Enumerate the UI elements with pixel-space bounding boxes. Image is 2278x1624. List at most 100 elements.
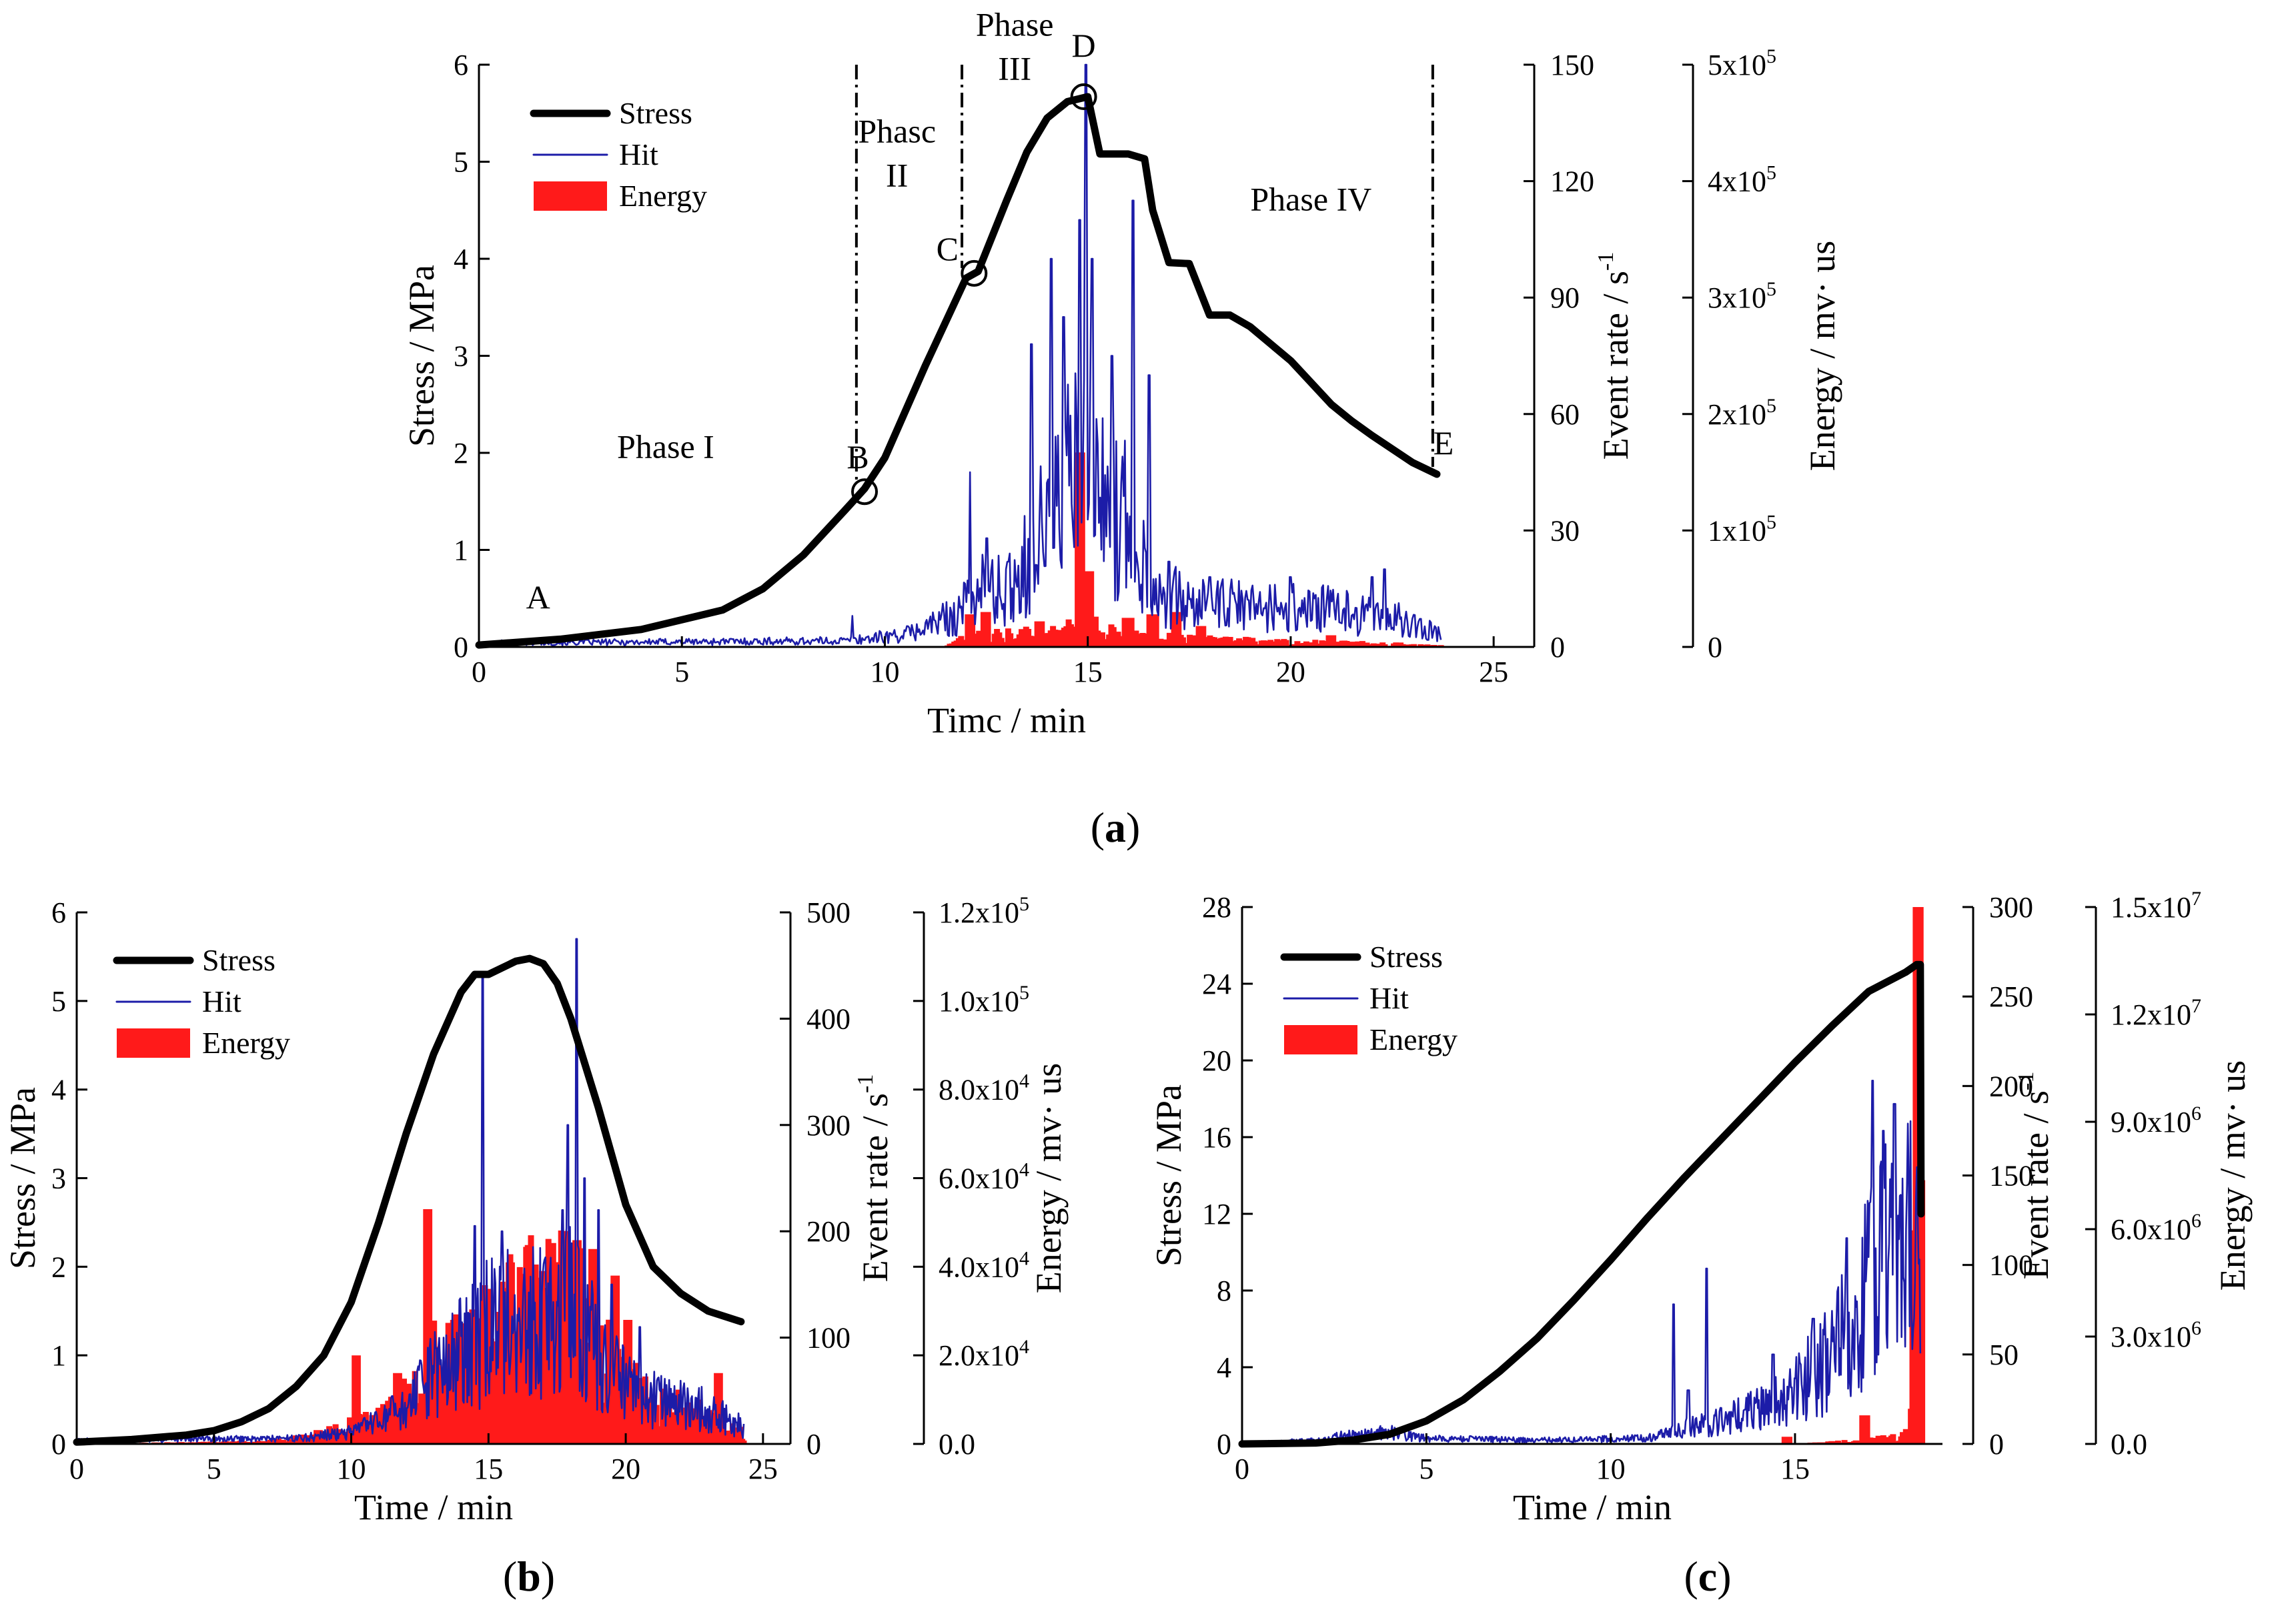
x-tick-label: 0 — [1235, 1453, 1249, 1485]
y2-tick-label: 150 — [1989, 1160, 2033, 1192]
y-tick-label: 12 — [1202, 1198, 1231, 1231]
y2-axis-title-text: Event rate / s — [855, 1093, 895, 1282]
y3-tick-label-mantissa: 3x10 — [1708, 281, 1766, 314]
y2-axis-title-exponent: -1 — [1594, 252, 1618, 271]
point-label: A — [526, 579, 550, 616]
y3-tick-label-mantissa: 1.5x10 — [2111, 891, 2191, 924]
y-tick-label: 5 — [454, 146, 468, 179]
phase-label: III — [998, 49, 1031, 87]
phase-label: Phase IV — [1250, 180, 1371, 217]
y2-tick-label: 300 — [806, 1109, 850, 1142]
x-tick-label: 10 — [337, 1453, 366, 1485]
y2-axis-title: Event rate / s-1 — [853, 1074, 895, 1283]
y-tick-label: 24 — [1202, 968, 1231, 1000]
point-label: E — [1434, 424, 1454, 462]
y2-axis-title-text: Event rate / s — [1596, 271, 1636, 460]
y3-tick-label-mantissa: 2.0x10 — [939, 1339, 1019, 1372]
y3-tick-label-mantissa: 6.0x10 — [939, 1162, 1019, 1195]
point-marker — [961, 259, 988, 287]
hit-series-line — [498, 63, 1442, 647]
y3-tick-label-exponent: 5 — [1766, 162, 1776, 184]
point-label: C — [937, 230, 959, 267]
y3-tick-label: 1.2x105 — [939, 893, 1029, 929]
y2-tick-label: 200 — [1989, 1070, 2033, 1102]
y2-tick-label: 120 — [1550, 165, 1594, 198]
y3-tick-label: 1.0x105 — [939, 982, 1029, 1018]
y3-tick-label-exponent: 6 — [2191, 1317, 2201, 1339]
y3-tick-label-exponent: 5 — [1766, 511, 1776, 533]
panel-label: (a) — [1091, 804, 1141, 851]
x-tick-label: 15 — [474, 1453, 503, 1485]
panel-label-part: b — [517, 1553, 541, 1600]
energy-series — [945, 452, 1444, 647]
y3-tick-label-exponent: 6 — [2191, 1210, 2201, 1232]
y2-tick-label: 100 — [806, 1322, 850, 1355]
y3-tick-label-mantissa: 2x10 — [1708, 398, 1766, 431]
y-tick-label: 2 — [454, 437, 468, 470]
y3-tick-label-mantissa: 6.0x10 — [2111, 1213, 2191, 1246]
x-tick-label: 15 — [1780, 1453, 1810, 1485]
y3-tick-label-mantissa: 1.2x10 — [939, 896, 1019, 929]
axes: 0 5 10 1504812162024280501001502002503000.0… — [1202, 888, 2201, 1485]
y3-tick-label-mantissa: 5x10 — [1708, 49, 1766, 81]
y3-tick-label-mantissa: 0 — [1708, 631, 1722, 664]
x-axis-title: Timc / min — [927, 700, 1086, 740]
y3-tick-label-exponent: 4 — [1019, 1070, 1029, 1092]
phase-label: Phase — [976, 5, 1054, 43]
panel-label: (b) — [503, 1553, 555, 1600]
y3-tick-label-mantissa: 4x10 — [1708, 165, 1766, 198]
y2-tick-label: 500 — [806, 896, 850, 929]
y2-tick-label: 250 — [1989, 980, 2033, 1013]
y-tick-label: 8 — [1217, 1275, 1231, 1307]
y-tick-label: 28 — [1202, 891, 1231, 924]
y3-tick-label-exponent: 7 — [2191, 888, 2201, 910]
y-axis-title: Stress / MPa — [1149, 1084, 1189, 1267]
panel-label-part: ( — [1684, 1553, 1698, 1600]
y-tick-label: 6 — [454, 49, 468, 81]
panel-label-part: ( — [1091, 804, 1105, 851]
panel-label-part: ) — [541, 1553, 555, 1600]
legend-swatch-energy — [534, 181, 607, 211]
y3-tick-label: 6.0x106 — [2111, 1210, 2201, 1246]
y3-tick-label: 3x105 — [1708, 278, 1776, 314]
y3-tick-label: 4.0x104 — [939, 1247, 1029, 1283]
energy-bars — [945, 452, 1444, 647]
stress-series-line — [1238, 960, 1925, 1448]
y3-tick-label-exponent: 5 — [1019, 893, 1029, 915]
legend: Stress Hit Energy — [113, 943, 290, 1060]
phase-label: II — [886, 156, 908, 193]
y3-tick-label-exponent: 7 — [2191, 995, 2201, 1017]
y3-tick-label-mantissa: 1x10 — [1708, 514, 1766, 547]
y2-axis-title-exponent: -1 — [2014, 1072, 2039, 1090]
stress-series-line — [475, 93, 1441, 649]
y3-tick-label: 0 — [1708, 631, 1722, 664]
legend-swatch-energy — [117, 1028, 190, 1058]
y3-tick-label: 9.0x106 — [2111, 1102, 2201, 1138]
chart-panel-b: 0 5 10 15 20 25 0 1 2 3 4 5 6 0 100 200 300 400 500 0.0 2.0x… — [3, 893, 1069, 1600]
y3-tick-label: 2.0x104 — [939, 1336, 1029, 1372]
y3-tick-label-mantissa: 0.0 — [2111, 1428, 2147, 1461]
y-tick-label: 6 — [51, 896, 66, 929]
y2-tick-label: 0 — [1550, 631, 1565, 664]
y-tick-label: 1 — [454, 534, 468, 567]
y3-tick-label-mantissa: 1.0x10 — [939, 985, 1019, 1018]
x-tick-label: 20 — [611, 1453, 640, 1485]
y-tick-label: 3 — [454, 340, 468, 373]
y3-tick-label: 1.5x107 — [2111, 888, 2201, 924]
y3-tick-label-mantissa: 0.0 — [939, 1428, 975, 1461]
y3-tick-label: 5x105 — [1708, 45, 1776, 81]
y-tick-label: 20 — [1202, 1044, 1231, 1077]
y-tick-label: 0 — [51, 1428, 66, 1461]
y-tick-label: 3 — [51, 1162, 66, 1195]
x-tick-label: 5 — [1419, 1453, 1434, 1485]
panel-label-part: a — [1105, 804, 1126, 851]
y3-tick-label-exponent: 5 — [1766, 278, 1776, 300]
y2-tick-label: 50 — [1989, 1339, 2019, 1371]
y3-tick-label-exponent: 6 — [2191, 1102, 2201, 1124]
x-tick-label: 0 — [69, 1453, 84, 1485]
y-tick-label: 4 — [51, 1074, 66, 1106]
y3-tick-label: 4x105 — [1708, 162, 1776, 198]
y-tick-label: 5 — [51, 985, 66, 1018]
